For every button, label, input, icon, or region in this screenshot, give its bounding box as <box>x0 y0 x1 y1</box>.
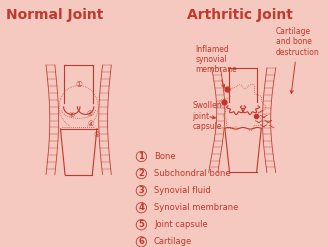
Text: 6: 6 <box>138 237 144 246</box>
Text: Swollen
joint
capsule: Swollen joint capsule <box>192 101 222 131</box>
Text: Inflamed
synovial
membrane: Inflamed synovial membrane <box>195 44 237 88</box>
Text: Synovial membrane: Synovial membrane <box>154 203 238 212</box>
Text: Cartilage
and bone
destruction: Cartilage and bone destruction <box>276 27 320 93</box>
Text: ①: ① <box>75 80 82 88</box>
Text: 4: 4 <box>138 203 144 212</box>
Text: ④: ④ <box>88 121 94 127</box>
Text: 3: 3 <box>138 186 144 195</box>
Text: 1: 1 <box>138 152 144 161</box>
Text: ⑤: ⑤ <box>94 132 100 138</box>
Text: Joint capsule: Joint capsule <box>154 220 208 229</box>
Text: Normal Joint: Normal Joint <box>6 8 103 22</box>
Text: Cartilage: Cartilage <box>154 237 192 246</box>
Text: Bone: Bone <box>154 152 175 161</box>
Text: Subchondral bone: Subchondral bone <box>154 169 231 178</box>
Text: ③: ③ <box>86 111 92 117</box>
Text: ②: ② <box>69 112 75 118</box>
Text: 5: 5 <box>138 220 144 229</box>
Text: 2: 2 <box>138 169 144 178</box>
Text: Synovial fluid: Synovial fluid <box>154 186 211 195</box>
Text: Arthritic Joint: Arthritic Joint <box>187 8 293 22</box>
